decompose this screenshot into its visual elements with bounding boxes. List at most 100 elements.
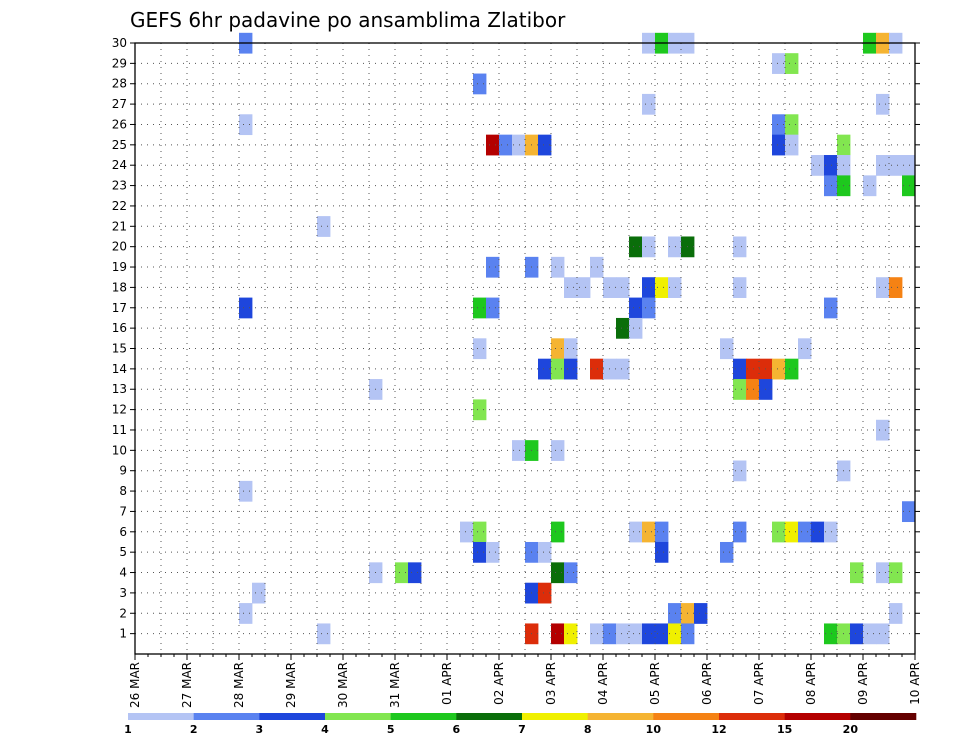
heatmap-cell [876,155,890,176]
x-tick-label: 02 APR [492,662,506,705]
heatmap-cell [551,338,565,360]
heatmap-cell [902,175,916,197]
heatmap-cell [642,236,656,258]
x-tick-label: 05 APR [648,662,662,705]
heatmap-cell [551,623,565,645]
heatmap-cell [798,338,812,360]
y-tick-label: 19 [112,260,127,274]
heatmap-cell [889,277,903,298]
heatmap-cell [473,399,487,421]
heatmap-cell [642,623,656,645]
heatmap-cell [317,216,331,237]
heatmap-cell [642,93,656,115]
heatmap-cell [746,379,760,400]
colorbar-swatch [522,713,588,720]
heatmap-cell [889,603,903,624]
heatmap-cell [473,73,487,95]
heatmap-cell [486,256,500,278]
heatmap-cell [785,521,799,543]
heatmap-cell [551,521,565,543]
y-tick-label: 18 [112,280,127,294]
heatmap-cell [239,603,253,624]
y-tick-label: 24 [112,158,127,172]
heatmap-cell [720,541,734,563]
x-tick-label: 26 MAR [128,662,142,708]
heatmap-cell [486,297,500,319]
heatmap-cell [733,521,747,543]
y-tick-label: 5 [119,545,127,559]
heatmap-cell [863,623,877,645]
heatmap-cell [720,338,734,360]
y-tick-label: 22 [112,199,127,213]
heatmap-cell [616,358,630,380]
y-tick-label: 27 [112,97,127,111]
y-tick-label: 6 [119,525,127,539]
colorbar-swatch [259,713,326,720]
heatmap-cell [876,277,890,298]
heatmap-cell [564,562,578,584]
colorbar-swatch [390,713,457,720]
heatmap-cell [642,297,656,319]
heatmap-cell [785,134,799,156]
x-tick-label: 08 APR [804,662,818,705]
x-tick-label: 03 APR [544,662,558,705]
heatmap-cell [733,460,747,482]
heatmap-cell [889,562,903,584]
heatmap-cell [590,358,604,380]
heatmap-cell [824,297,838,319]
colorbar-label: 4 [321,723,329,736]
y-tick-label: 9 [119,464,127,478]
heatmap-cell [317,623,331,645]
colorbar-swatch [784,713,851,720]
heatmap-cell [564,338,578,360]
heatmap-cell [694,603,708,624]
y-tick-label: 29 [112,56,127,70]
y-tick-label: 26 [112,117,127,131]
y-tick-label: 23 [112,179,127,193]
y-tick-label: 20 [112,240,127,254]
heatmap-cell [629,317,643,339]
y-tick-label: 12 [112,403,127,417]
heatmap-cell [668,623,682,645]
heatmap-cell [473,338,487,360]
heatmap-cell [902,501,916,523]
heatmap-cell [824,155,838,176]
heatmap-cell [499,134,513,156]
heatmap-cell [889,155,903,176]
colorbar-swatch [850,713,917,720]
colorbar-label: 8 [584,723,592,736]
colorbar-label: 6 [453,723,461,736]
colorbar-swatch [719,713,785,720]
heatmap-cell [863,175,877,197]
colorbar-label: 2 [190,723,198,736]
x-tick-label: 31 MAR [388,662,402,708]
heatmap-cell [512,440,526,461]
colorbar-swatch [325,713,391,720]
heatmap-cell [811,521,825,543]
heatmap-cell [629,521,643,543]
heatmap-cell [395,562,409,584]
heatmap-cell [876,419,890,441]
y-tick-label: 1 [119,627,127,641]
x-tick-label: 04 APR [596,662,610,705]
colorbar-label: 7 [518,723,526,736]
heatmap-cell [850,562,864,584]
heatmap-cell [473,297,487,319]
heatmap-cell [473,521,487,543]
heatmap-cell [590,256,604,278]
heatmap-cell [486,134,500,156]
heatmap-cell [772,358,786,380]
x-tick-label: 09 APR [856,662,870,705]
heatmap-cell [733,379,747,400]
heatmap-cell [772,521,786,543]
colorbar-label: 10 [646,723,662,736]
colorbar-label: 3 [256,723,264,736]
heatmap-cell [668,603,682,624]
colorbar-swatch [128,713,194,720]
heatmap-cell [772,134,786,156]
heatmap-cell [668,277,682,298]
x-tick-label: 07 APR [752,662,766,705]
chart-title: GEFS 6hr padavine po ansamblima Zlatibor [130,8,566,32]
heatmap-cell [486,541,500,563]
